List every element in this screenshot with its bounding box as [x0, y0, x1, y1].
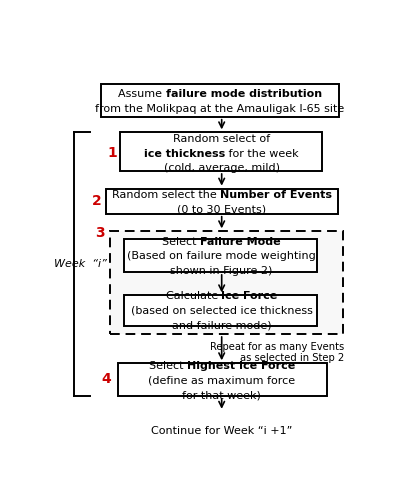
Text: shown in Figure 2): shown in Figure 2) — [171, 266, 273, 276]
FancyBboxPatch shape — [124, 239, 318, 272]
Text: Failure Mode: Failure Mode — [200, 237, 281, 247]
Text: Random select the: Random select the — [111, 190, 220, 200]
Text: Ice Force: Ice Force — [222, 291, 278, 301]
Text: Highest Ice Force: Highest Ice Force — [187, 361, 295, 371]
Text: 2: 2 — [92, 194, 102, 208]
Text: for the week: for the week — [226, 149, 299, 159]
Text: (define as maximum force: (define as maximum force — [148, 375, 295, 386]
Text: and failure mode): and failure mode) — [172, 321, 271, 331]
Text: 3: 3 — [96, 226, 105, 240]
FancyBboxPatch shape — [110, 231, 343, 334]
Text: failure mode distribution: failure mode distribution — [166, 89, 322, 99]
Text: from the Molikpaq at the Amauligak I-65 site: from the Molikpaq at the Amauligak I-65 … — [96, 104, 345, 113]
Text: Calculate: Calculate — [166, 291, 222, 301]
Text: Continue for Week “i +1”: Continue for Week “i +1” — [151, 426, 292, 436]
Text: Select: Select — [162, 237, 200, 247]
FancyBboxPatch shape — [101, 84, 339, 117]
Text: (based on selected ice thickness: (based on selected ice thickness — [131, 306, 313, 316]
Text: 1: 1 — [107, 146, 117, 160]
FancyBboxPatch shape — [106, 188, 338, 214]
Text: ice thickness: ice thickness — [144, 149, 226, 159]
Text: Select: Select — [149, 361, 187, 371]
Text: Random select of: Random select of — [173, 134, 270, 144]
FancyBboxPatch shape — [124, 295, 318, 326]
Text: Assume: Assume — [118, 89, 166, 99]
Text: (0 to 30 Events): (0 to 30 Events) — [177, 205, 266, 215]
Text: Week  “i”: Week “i” — [54, 259, 107, 269]
Text: 4: 4 — [102, 372, 111, 387]
Text: (cold, average, mild): (cold, average, mild) — [164, 163, 280, 173]
FancyBboxPatch shape — [120, 132, 322, 171]
Text: (Based on failure mode weighting: (Based on failure mode weighting — [127, 251, 316, 262]
Text: Number of Events: Number of Events — [220, 190, 332, 200]
FancyBboxPatch shape — [118, 363, 327, 396]
Text: for that week): for that week) — [182, 391, 261, 400]
Text: Repeat for as many Events
as selected in Step 2: Repeat for as many Events as selected in… — [210, 342, 344, 363]
